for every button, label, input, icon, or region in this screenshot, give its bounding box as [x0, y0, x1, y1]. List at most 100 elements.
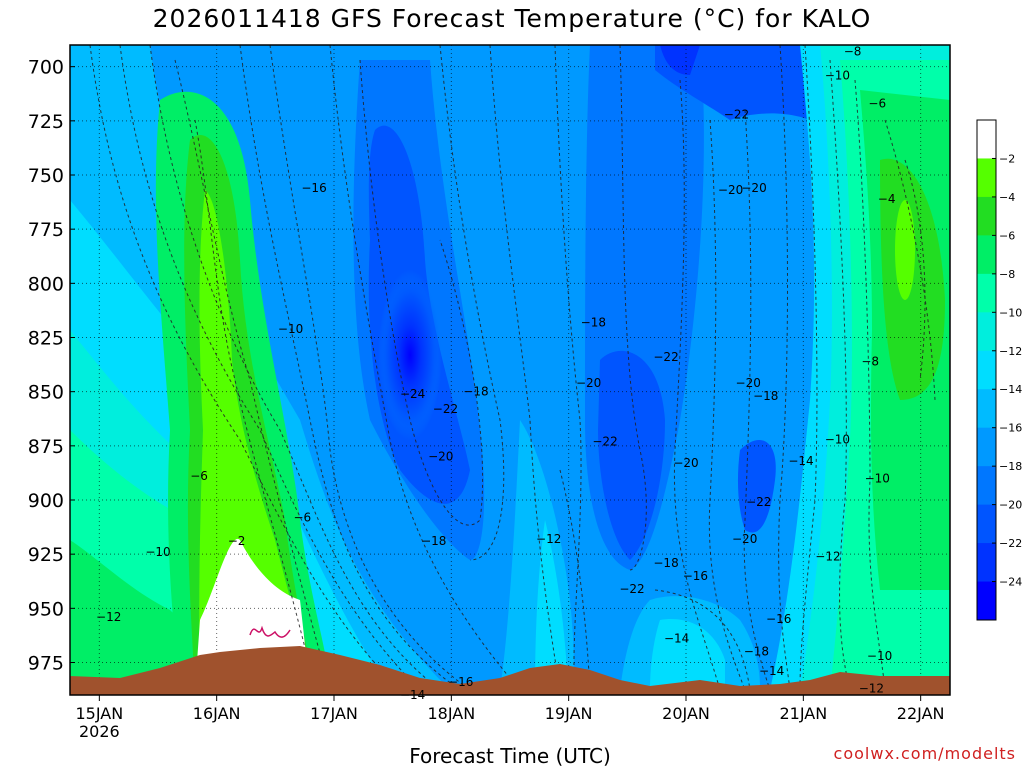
contour-label: −10	[825, 68, 850, 82]
contour-label: −20	[718, 183, 743, 197]
y-tick-label: 775	[28, 219, 64, 241]
x-tick-label: 16JAN	[193, 704, 241, 723]
colorbar-tick-label: −10	[999, 306, 1022, 319]
colorbar-tick-label: −22	[999, 537, 1022, 550]
contour-labels: −8−10−6−22−4−16 −20−20−10 −18−22 −8−24−22−1…	[96, 45, 895, 703]
contour-label: −22	[592, 435, 617, 449]
y-tick-label: 700	[28, 57, 64, 79]
colorbar-swatch	[977, 273, 996, 313]
contour-label: −16	[766, 612, 791, 626]
colorbar: −2 −4 −6 −8 −10 −12 −14 −16 −18 −20 −22 −24	[976, 119, 1022, 621]
contour-label: −10	[865, 471, 890, 485]
contour-label: −4	[878, 192, 896, 206]
y-tick-label: 925	[28, 544, 64, 566]
colorbar-swatch	[977, 350, 996, 390]
contour-label: −18	[753, 389, 778, 403]
y-tick-label: 825	[28, 328, 64, 350]
contour-label: −6	[293, 510, 311, 524]
contour-label: −20	[576, 376, 601, 390]
y-tick-label: 975	[28, 653, 64, 675]
contour-label: −16	[448, 675, 473, 689]
contour-label: −18	[421, 534, 446, 548]
temperature-field	[70, 45, 950, 695]
y-tick-label: 950	[28, 598, 64, 620]
contour-label: −22	[724, 107, 749, 121]
contour-label: −10	[825, 432, 850, 446]
contour-label: −10	[278, 322, 303, 336]
contour-label: −8	[861, 354, 879, 368]
contour-label: −22	[746, 495, 771, 509]
contour-label: −6	[190, 469, 208, 483]
colorbar-swatch	[977, 466, 996, 506]
colorbar-swatch	[977, 235, 996, 275]
contour-label: −10	[145, 545, 170, 559]
colorbar-tick-label: −6	[999, 229, 1015, 242]
contour-label: −14	[664, 632, 689, 646]
x-axis-label: Forecast Time (UTC)	[409, 744, 611, 768]
contour-label: −18	[744, 645, 769, 659]
x-axis: 15JAN 16JAN 17JAN 18JAN 19JAN 20JAN 21JAN 22JAN…	[75, 695, 945, 741]
colorbar-swatch	[977, 543, 996, 583]
contour-label: −20	[741, 181, 766, 195]
contour-label: −12	[815, 549, 840, 563]
contour-label: −24	[400, 387, 425, 401]
colorbar-swatch	[977, 427, 996, 467]
contour-label: −14	[788, 454, 813, 468]
x-tick-label: 22JAN	[897, 704, 945, 723]
y-tick-label: 875	[28, 436, 64, 458]
contour-label: −22	[653, 350, 678, 364]
contour-label: −6	[868, 97, 886, 111]
contour-label: −20	[732, 532, 757, 546]
y-tick-label: 725	[28, 111, 64, 133]
contour-label: −16	[301, 181, 326, 195]
contour-label: −10	[867, 649, 892, 663]
y-tick-label: 800	[28, 273, 64, 295]
plot-frame	[69, 44, 951, 696]
colorbar-tick-label: −12	[999, 345, 1022, 358]
contour-label: −8	[844, 45, 862, 59]
colorbar-tick-label: −8	[999, 268, 1015, 281]
contour-label: −14	[759, 664, 784, 678]
colorbar-swatch	[977, 389, 996, 429]
x-tick-label: 15JAN	[75, 704, 123, 723]
colorbar-swatch	[977, 312, 996, 352]
x-tick-label: 21JAN	[779, 704, 827, 723]
contour-label: −20	[673, 456, 698, 470]
contour-label: −12	[96, 610, 121, 624]
chart-title: 2026011418 GFS Forecast Temperature (°C)…	[152, 4, 872, 33]
y-axis: 700 725 750 775 800 825 850 875 900 925 950 975	[28, 57, 75, 675]
colorbar-swatch	[977, 504, 996, 544]
colorbar-tick-label: −2	[999, 152, 1015, 165]
colorbar-swatch	[977, 158, 996, 198]
x-tick-sublabel: 2026	[79, 722, 120, 741]
colorbar-swatch	[977, 581, 996, 621]
colorbar-tick-label: −20	[999, 499, 1022, 512]
colorbar-tick-label: −18	[999, 460, 1022, 473]
contour-label: −18	[463, 385, 488, 399]
colorbar-tick-label: −14	[999, 383, 1022, 396]
y-tick-label: 900	[28, 490, 64, 512]
contour-label: −12	[859, 682, 884, 696]
credit-link[interactable]: coolwx.com/modelts	[833, 744, 1016, 763]
contour-label: −20	[736, 376, 761, 390]
x-tick-label: 19JAN	[545, 704, 593, 723]
colorbar-tick-label: −16	[999, 422, 1022, 435]
contour-label: −2	[228, 534, 246, 548]
contour-label: −20	[428, 450, 453, 464]
contour-label: −12	[536, 532, 561, 546]
colorbar-tick-label: −24	[999, 576, 1022, 589]
contour-label: −22	[619, 582, 644, 596]
y-tick-label: 750	[28, 165, 64, 187]
contour-label: −16	[683, 569, 708, 583]
x-tick-label: 18JAN	[427, 704, 475, 723]
y-tick-label: 850	[28, 382, 64, 404]
contour-label: −18	[653, 556, 678, 570]
colorbar-tick-label: −4	[999, 191, 1015, 204]
colorbar-swatch	[977, 120, 996, 159]
colorbar-frame	[976, 119, 997, 621]
x-tick-label: 20JAN	[662, 704, 710, 723]
x-tick-label: 17JAN	[310, 704, 358, 723]
contour-label: −18	[581, 315, 606, 329]
colorbar-swatch	[977, 196, 996, 236]
